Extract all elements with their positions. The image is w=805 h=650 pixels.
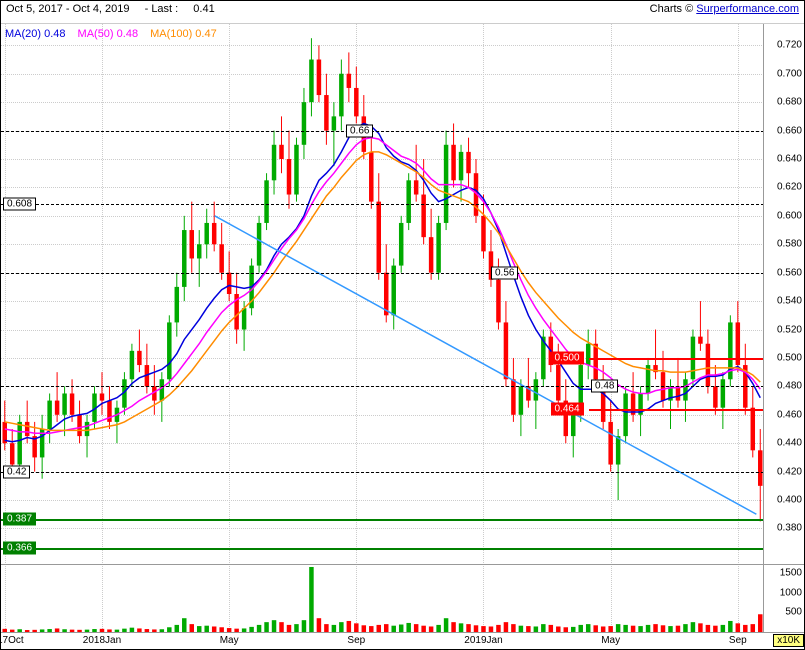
y-tick: 0.680 — [777, 97, 802, 108]
vol-y-tick: 1500 — [780, 567, 802, 578]
price-y-axis: 0.720 0.700 0.680 0.660 0.640 0.620 0.600 0.580… — [763, 24, 804, 564]
y-tick: 0.400 — [777, 495, 802, 506]
y-tick: 0.620 — [777, 182, 802, 193]
vol-y-tick: 500 — [785, 607, 802, 618]
price-svg — [1, 24, 764, 564]
time-x-axis: x10K 2017Oct 2018Jan May Sep 2019Jan May Sep — [1, 632, 804, 649]
resistance-label: 0.500 — [551, 351, 584, 364]
support-label: 0.366 — [3, 542, 36, 555]
y-tick: 0.640 — [777, 154, 802, 165]
support-line — [1, 519, 764, 521]
level-label: 0.42 — [3, 465, 30, 478]
x-tick: 2018Jan — [83, 635, 121, 646]
indicator-legend: MA(20) 0.48 MA(50) 0.48 MA(100) 0.47 — [5, 28, 229, 40]
credits-link[interactable]: Surperformance.com — [696, 3, 799, 15]
resistance-line — [589, 409, 765, 411]
last-value: 0.41 — [193, 3, 214, 15]
y-tick: 0.460 — [777, 409, 802, 420]
main-price-chart: 0.66 0.608 0.56 0.48 0.42 0.500 0.464 0.387 0.36… — [1, 24, 804, 564]
date-range: Oct 5, 2017 - Oct 4, 2019 — [6, 3, 130, 15]
y-tick: 0.500 — [777, 352, 802, 363]
legend-ma100: MA(100) 0.47 — [150, 28, 217, 40]
y-tick: 0.540 — [777, 296, 802, 307]
last-label: Last : — [151, 3, 178, 15]
x-tick: May — [220, 635, 239, 646]
x10k-label: x10K — [773, 634, 804, 647]
vol-y-tick: 1000 — [780, 587, 802, 598]
y-tick: 0.560 — [777, 267, 802, 278]
level-line — [1, 273, 764, 274]
y-tick: 0.600 — [777, 210, 802, 221]
level-label: 0.66 — [346, 124, 373, 137]
volume-chart: 500 1000 1500 — [1, 564, 804, 632]
y-tick: 0.700 — [777, 68, 802, 79]
y-tick: 0.720 — [777, 40, 802, 51]
legend-ma20: MA(20) 0.48 — [5, 28, 66, 40]
x-tick: 2017Oct — [0, 635, 24, 646]
support-label: 0.387 — [3, 512, 36, 525]
volume-y-axis: 500 1000 1500 — [763, 565, 804, 632]
support-line — [1, 548, 764, 550]
level-line — [1, 131, 764, 132]
y-tick: 0.440 — [777, 438, 802, 449]
x-tick: Sep — [729, 635, 747, 646]
resistance-label: 0.464 — [551, 403, 584, 416]
chart-header: Oct 5, 2017 - Oct 4, 2019 - Last : 0.41 … — [1, 1, 804, 24]
level-line — [1, 386, 764, 387]
resistance-line — [589, 358, 765, 360]
x-tick: Sep — [347, 635, 365, 646]
y-tick: 0.520 — [777, 324, 802, 335]
level-line — [1, 472, 764, 473]
y-tick: 0.480 — [777, 381, 802, 392]
y-tick: 0.660 — [777, 125, 802, 136]
x-tick: May — [601, 635, 620, 646]
y-tick: 0.580 — [777, 239, 802, 250]
volume-svg — [1, 565, 764, 632]
legend-ma50: MA(50) 0.48 — [78, 28, 139, 40]
credits-prefix: Charts © — [650, 3, 694, 15]
y-tick: 0.380 — [777, 523, 802, 534]
y-tick: 0.420 — [777, 466, 802, 477]
level-label: 0.48 — [591, 380, 618, 393]
chart-container: Oct 5, 2017 - Oct 4, 2019 - Last : 0.41 … — [0, 0, 805, 650]
level-label: 0.608 — [3, 198, 36, 211]
level-line — [1, 204, 764, 205]
x-tick: 2019Jan — [464, 635, 502, 646]
level-label: 0.56 — [491, 266, 518, 279]
